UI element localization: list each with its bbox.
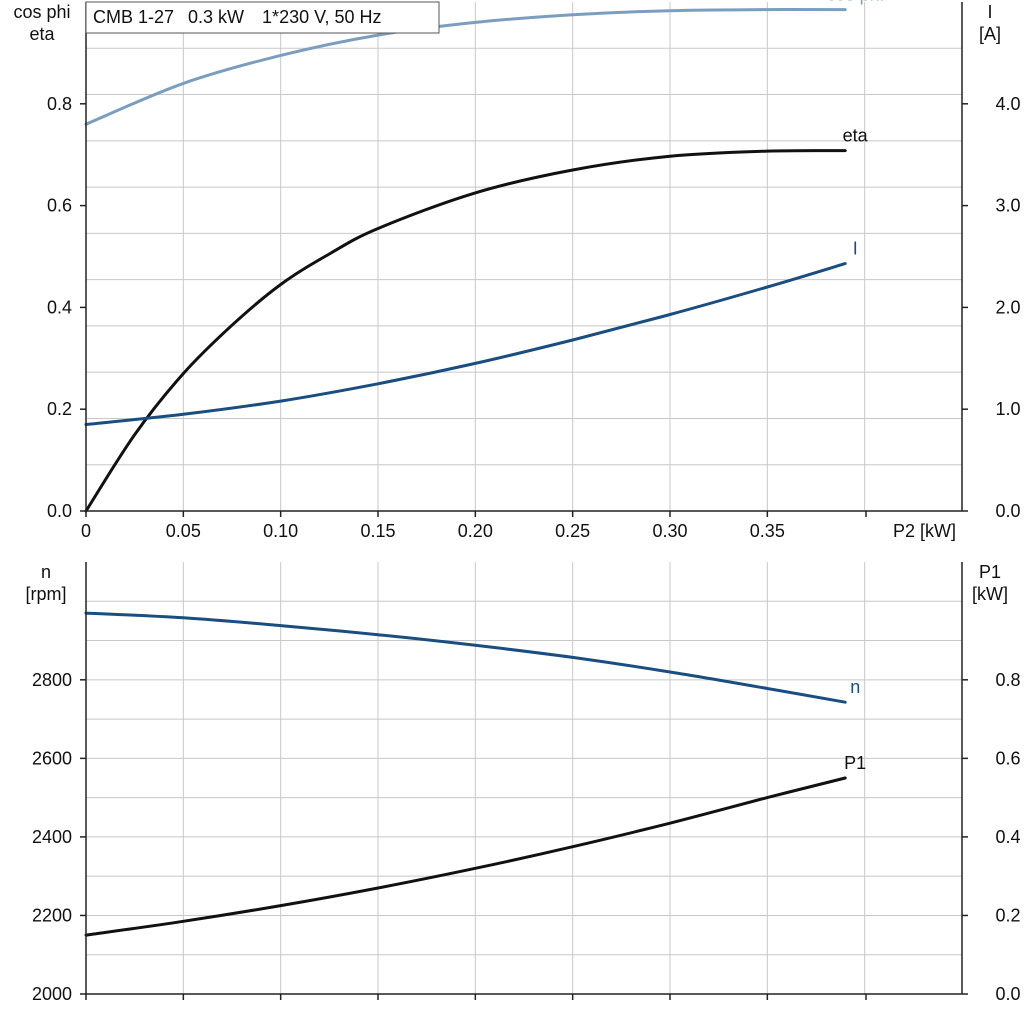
- left-tick-label: 0.4: [47, 297, 72, 317]
- x-tick-label: 0.05: [166, 521, 201, 541]
- series-line-n: [84, 611, 847, 704]
- left-axis-title: n: [41, 562, 51, 582]
- x-tick-label: 0.10: [263, 521, 298, 541]
- right-tick-label: 4.0: [995, 94, 1020, 114]
- series-label-n: n: [850, 677, 860, 697]
- left-axis-title: [rpm]: [25, 584, 66, 604]
- right-tick-label: 0.4: [995, 827, 1020, 847]
- text-layer: 0 0.05 0.10 0.15 0.20 0.25 0.30 0.35 P2 [kW] 0.0 0…: [13, 0, 1020, 1004]
- left-axis-title: cos phi: [13, 2, 70, 22]
- series-line-cos-phi: [84, 8, 847, 126]
- right-axis-title: P1: [979, 562, 1001, 582]
- left-tick-label: 2200: [32, 905, 72, 925]
- right-tick-label: 0.2: [995, 905, 1020, 925]
- left-tick-label: 0.2: [47, 399, 72, 419]
- series-layer: [84, 8, 847, 937]
- left-tick-label: 2400: [32, 827, 72, 847]
- series-label-cos-phi: cos phi: [827, 0, 884, 5]
- x-tick-label: 0: [81, 521, 91, 541]
- left-tick-label: 2000: [32, 984, 72, 1004]
- right-tick-label: 0.6: [995, 748, 1020, 768]
- x-tick-label: 0.30: [652, 521, 687, 541]
- left-tick-label: 2600: [32, 748, 72, 768]
- left-axis-title: eta: [29, 24, 55, 44]
- header-power: 0.3 kW: [188, 7, 244, 27]
- left-tick-label: 0.8: [47, 94, 72, 114]
- axes-layer: [80, 2, 968, 1000]
- header-box: CMB 1-27 0.3 kW 1*230 V, 50 Hz: [85, 1, 440, 34]
- header-text: CMB 1-27 0.3 kW 1*230 V, 50 Hz: [93, 7, 381, 27]
- series-label-i: I: [853, 239, 858, 259]
- header-model: CMB 1-27: [93, 7, 174, 27]
- series-line-i: [84, 262, 847, 426]
- x-tick-label: 0.25: [555, 521, 590, 541]
- left-tick-label: 0.0: [47, 501, 72, 521]
- left-tick-label: 0.6: [47, 196, 72, 216]
- x-tick-label: 0.20: [458, 521, 493, 541]
- series-line-eta: [84, 149, 847, 513]
- right-tick-label: 0.0: [995, 501, 1020, 521]
- x-axis-title: P2 [kW]: [893, 521, 956, 541]
- right-axis-title: [A]: [979, 24, 1001, 44]
- right-tick-label: 1.0: [995, 399, 1020, 419]
- right-axis-title: I: [987, 2, 992, 22]
- series-label-eta: eta: [843, 126, 869, 146]
- x-tick-label: 0.35: [750, 521, 785, 541]
- series-label-p1: P1: [844, 753, 866, 773]
- x-tick-label: 0.15: [360, 521, 395, 541]
- header-frame: [85, 1, 440, 34]
- right-axis-title: [kW]: [972, 584, 1008, 604]
- series-line-p1: [84, 776, 847, 937]
- left-tick-label: 2800: [32, 670, 72, 690]
- header-supply: 1*230 V, 50 Hz: [262, 7, 381, 27]
- right-tick-label: 0.0: [995, 984, 1020, 1004]
- right-tick-label: 0.8: [995, 670, 1020, 690]
- right-tick-label: 2.0: [995, 297, 1020, 317]
- right-tick-label: 3.0: [995, 196, 1020, 216]
